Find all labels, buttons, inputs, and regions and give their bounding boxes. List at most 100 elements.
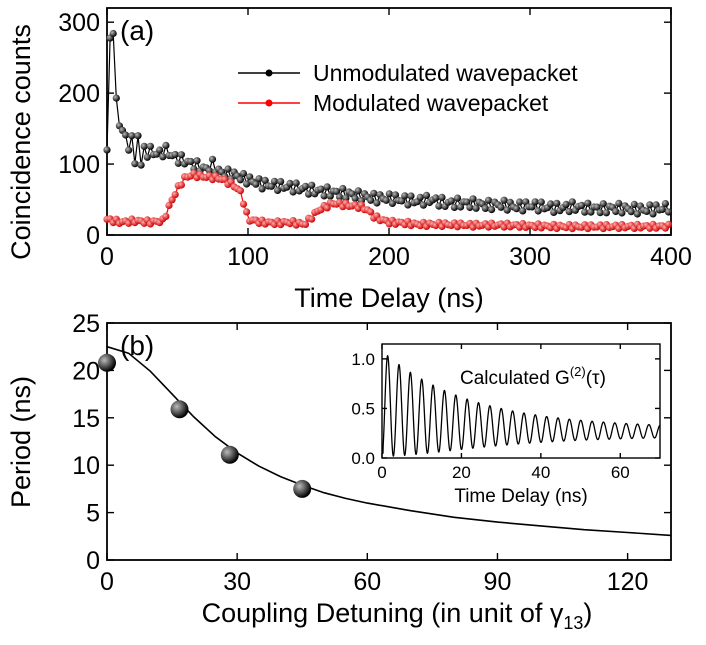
data-point-modulated [243, 208, 251, 216]
measured-point [98, 353, 116, 372]
data-point-unmodulated [416, 193, 424, 201]
data-point-unmodulated [581, 208, 589, 216]
legend-marker-unmodulated [265, 69, 273, 77]
data-point-unmodulated [351, 194, 359, 203]
data-point-unmodulated [286, 179, 294, 187]
data-point-unmodulated [109, 29, 117, 38]
data-point-modulated [239, 200, 248, 208]
y-tick-label: 20 [72, 357, 100, 385]
data-point-unmodulated [270, 177, 279, 185]
data-point-unmodulated [370, 189, 378, 197]
data-point-unmodulated [177, 151, 185, 159]
inset-g2-curve [382, 354, 661, 457]
data-point-unmodulated [630, 200, 638, 208]
inset-title: Calculated G(2)(τ) [460, 364, 606, 389]
data-point-unmodulated [382, 196, 390, 204]
x-tick-label: 200 [368, 243, 410, 271]
data-point-unmodulated [646, 201, 654, 209]
panel-b-x-axis-label-subscript: 13 [563, 613, 583, 633]
panel-b: 0 30 60 90 120 0 5 10 15 20 25 (b) Period (ns) Cou… [6, 310, 672, 633]
y-tick-label: 300 [58, 9, 100, 37]
data-point-unmodulated [627, 208, 635, 216]
panel-b-data [98, 345, 672, 537]
data-point-unmodulated [156, 146, 164, 154]
data-point-unmodulated [531, 198, 539, 206]
data-point-unmodulated [187, 157, 195, 166]
data-point-unmodulated [488, 206, 496, 214]
data-point-modulated [177, 181, 185, 189]
x-tick-label: 120 [607, 568, 649, 596]
data-point-unmodulated [438, 193, 446, 201]
data-point-unmodulated [596, 209, 604, 217]
x-tick-label: 60 [611, 463, 630, 482]
data-point-unmodulated [289, 188, 297, 196]
data-point-unmodulated [342, 194, 350, 202]
data-point-unmodulated [208, 155, 217, 163]
data-point-unmodulated [308, 181, 316, 189]
panel-b-x-axis-label: Coupling Detuning (in unit of γ13) [202, 598, 593, 633]
panel-a: 0 100 200 300 400 0 100 200 300 (a) Unmodulated … [6, 7, 692, 313]
data-point-unmodulated [159, 153, 167, 161]
data-point-unmodulated [447, 197, 455, 205]
data-point-unmodulated [661, 200, 670, 208]
data-point-unmodulated [140, 142, 148, 150]
data-point-unmodulated [432, 194, 440, 202]
panel-a-label: (a) [120, 15, 154, 46]
data-point-unmodulated [578, 201, 586, 209]
panel-b-label: (b) [120, 330, 154, 361]
data-point-unmodulated [239, 169, 248, 178]
y-tick-label: 0 [86, 547, 100, 575]
data-point-unmodulated [618, 209, 626, 217]
data-point-unmodulated [472, 204, 480, 212]
panel-a-y-axis-label: Coincidence counts [6, 24, 36, 260]
data-point-unmodulated [320, 192, 328, 200]
data-point-unmodulated [484, 196, 493, 204]
inset-frame [381, 343, 661, 459]
legend-label-modulated: Modulated wavepacket [313, 90, 549, 116]
panel-a-legend: Unmodulated wavepacket Modulated wavepac… [238, 60, 578, 116]
measured-point [220, 445, 239, 464]
data-point-unmodulated [224, 165, 232, 173]
inset-title-superscript: (2) [570, 364, 586, 379]
data-point-unmodulated [274, 186, 282, 194]
data-point-modulated [367, 208, 375, 216]
x-tick-label: 60 [353, 568, 381, 596]
data-point-unmodulated [332, 187, 341, 195]
data-point-unmodulated [643, 207, 651, 215]
panel-b-x-axis-label-main: Coupling Detuning (in unit of γ [202, 598, 564, 628]
inset-title-suffix: (τ) [586, 368, 606, 389]
data-point-unmodulated [547, 200, 555, 208]
legend-label-unmodulated: Unmodulated wavepacket [313, 60, 578, 86]
data-point-unmodulated [171, 150, 179, 159]
data-point-modulated [168, 196, 176, 204]
x-tick-label: 40 [531, 463, 550, 482]
y-tick-label: 200 [58, 80, 100, 108]
data-point-unmodulated [404, 201, 412, 209]
data-point-modulated [308, 215, 316, 223]
data-point-unmodulated [193, 157, 201, 165]
data-point-unmodulated [252, 180, 260, 188]
data-point-unmodulated [243, 180, 251, 188]
data-point-unmodulated [593, 203, 601, 211]
panel-a-x-axis-label: Time Delay (ns) [294, 283, 484, 313]
inset-ticks: 0 20 40 60 0.0 0.5 1.0 [351, 344, 660, 482]
data-point-unmodulated [537, 198, 545, 206]
data-point-unmodulated [373, 199, 381, 207]
data-point-unmodulated [602, 209, 611, 217]
data-point-unmodulated [407, 192, 415, 200]
panel-b-frame [106, 322, 672, 561]
data-point-unmodulated [339, 184, 347, 193]
data-point-unmodulated [128, 132, 136, 140]
data-point-unmodulated [512, 205, 521, 213]
panel-b-y-axis-label: Period (ns) [6, 376, 36, 508]
data-point-unmodulated [301, 182, 310, 190]
data-point-unmodulated [466, 203, 474, 212]
data-point-unmodulated [137, 161, 145, 169]
data-point-modulated [236, 187, 244, 195]
data-point-unmodulated [354, 187, 362, 195]
data-point-modulated [171, 191, 179, 199]
y-tick-label: 10 [72, 452, 100, 480]
data-point-unmodulated [435, 202, 443, 210]
x-tick-label: 90 [484, 568, 512, 596]
panel-b-ticks: 0 30 60 90 120 0 5 10 15 20 25 [72, 310, 671, 596]
